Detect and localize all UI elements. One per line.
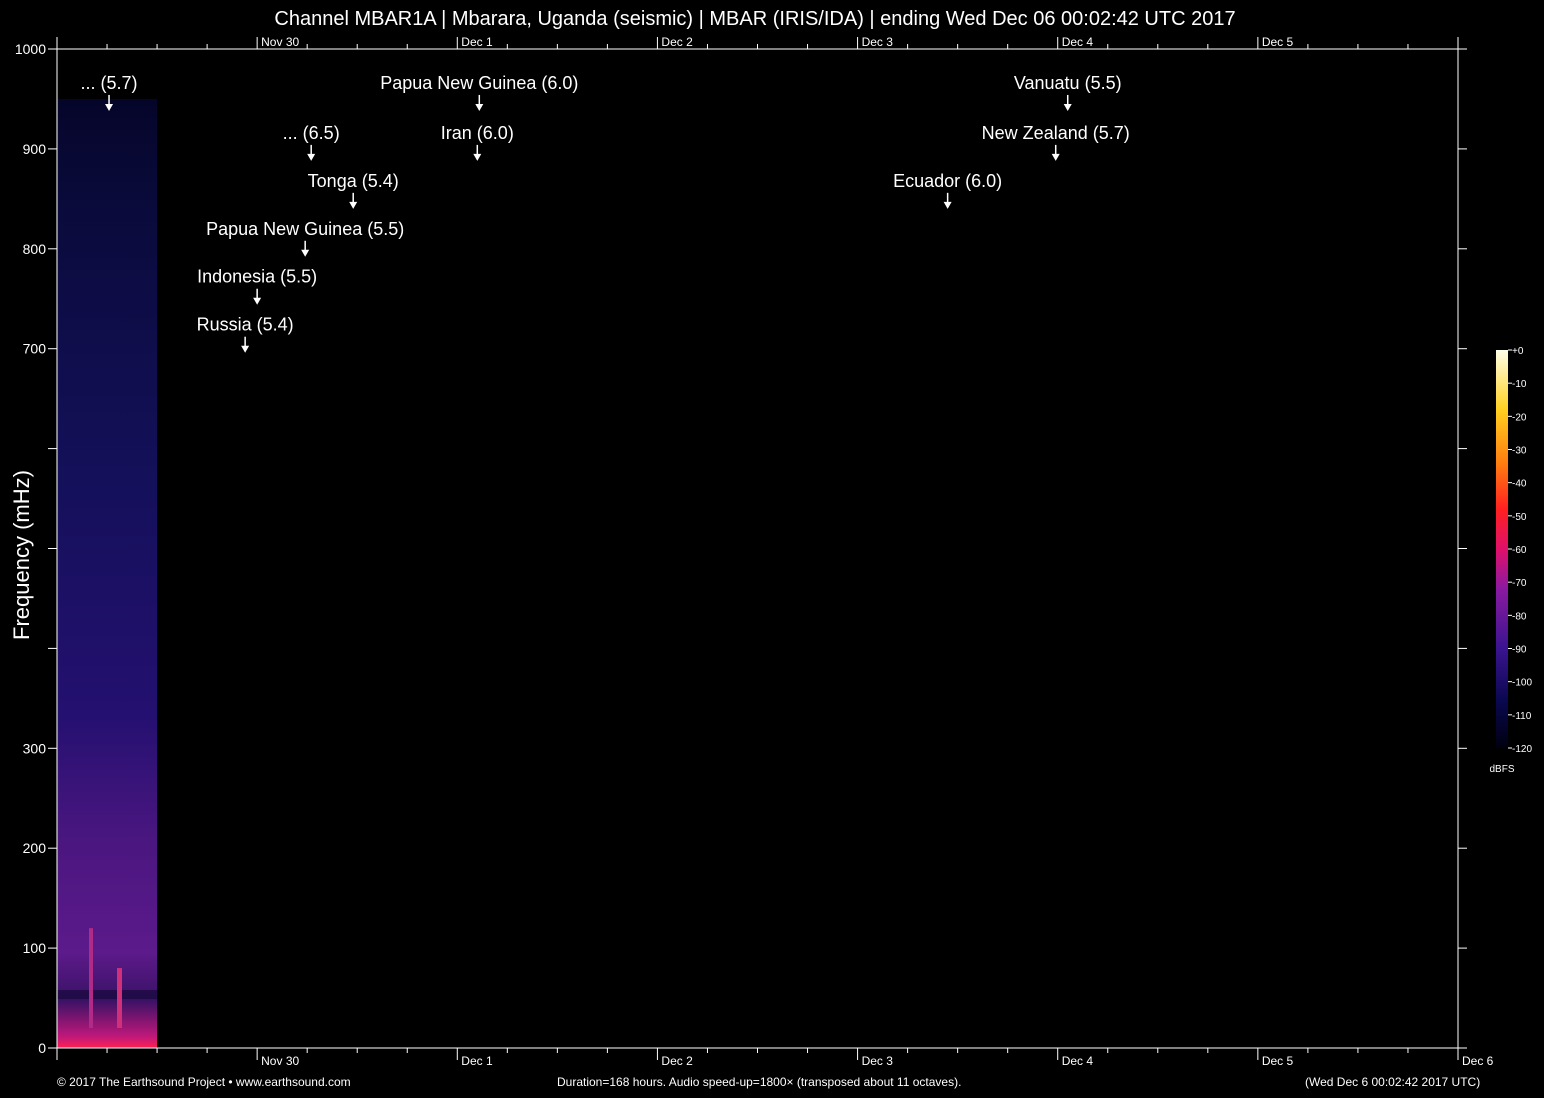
event-label: Iran (6.0) bbox=[441, 123, 514, 143]
colorbar bbox=[1496, 350, 1508, 748]
y-tick-label: 200 bbox=[23, 840, 47, 856]
x-tick-label: Dec 6 bbox=[1462, 1054, 1494, 1068]
event-label: Tonga (5.4) bbox=[308, 171, 399, 191]
x-tick-label: Nov 30 bbox=[261, 1054, 299, 1068]
event-arrowhead-icon bbox=[473, 153, 482, 161]
event-arrowhead-icon bbox=[307, 153, 316, 161]
event-label: New Zealand (5.7) bbox=[982, 123, 1130, 143]
spectrogram-streak bbox=[89, 928, 93, 1029]
x-tick-label-top: Nov 30 bbox=[261, 35, 299, 49]
colorbar-label: dBFS bbox=[1489, 764, 1514, 775]
event-label: Vanuatu (5.5) bbox=[1014, 73, 1122, 93]
x-tick-label: Dec 3 bbox=[862, 1054, 894, 1068]
copyright-text: © 2017 The Earthsound Project • www.eart… bbox=[57, 1075, 351, 1089]
colorbar-tick-label: -80 bbox=[1512, 611, 1527, 622]
colorbar-tick-label: -20 bbox=[1512, 412, 1527, 423]
x-tick-label-top: Dec 4 bbox=[1062, 35, 1094, 49]
x-tick-label-top: Dec 2 bbox=[661, 35, 693, 49]
y-tick-label: 1000 bbox=[15, 41, 46, 57]
colorbar-tick-label: -10 bbox=[1512, 379, 1527, 390]
duration-text: Duration=168 hours. Audio speed-up=1800×… bbox=[557, 1075, 962, 1089]
event-label: Indonesia (5.5) bbox=[197, 267, 317, 287]
chart-title: Channel MBAR1A | Mbarara, Uganda (seismi… bbox=[274, 8, 1236, 30]
x-tick-label-top: Dec 1 bbox=[461, 35, 493, 49]
x-tick-label: Dec 1 bbox=[461, 1054, 493, 1068]
x-tick-label-top: Dec 5 bbox=[1262, 35, 1294, 49]
event-arrowhead-icon bbox=[475, 103, 484, 111]
x-tick-label: Dec 2 bbox=[661, 1054, 693, 1068]
colorbar-tick-label: -90 bbox=[1512, 645, 1527, 656]
colorbar-tick-label: -60 bbox=[1512, 545, 1527, 556]
colorbar-tick-label: -30 bbox=[1512, 446, 1527, 457]
event-label: Papua New Guinea (5.5) bbox=[206, 219, 404, 239]
x-tick-label-top: Dec 3 bbox=[862, 35, 894, 49]
colorbar-tick-label: -100 bbox=[1512, 678, 1532, 689]
colorbar-tick-label: +0 bbox=[1512, 346, 1524, 357]
colorbar-tick-label: -110 bbox=[1512, 711, 1532, 722]
spectrogram-data bbox=[57, 98, 158, 1048]
event-label: ... (5.7) bbox=[81, 73, 138, 93]
spectrogram-streak bbox=[117, 968, 122, 1029]
timestamp-text: (Wed Dec 6 00:02:42 2017 UTC) bbox=[1305, 1075, 1481, 1089]
y-tick-label: 700 bbox=[23, 341, 47, 357]
event-arrowhead-icon bbox=[105, 103, 114, 111]
spectrogram-band bbox=[57, 990, 158, 1000]
event-arrowhead-icon bbox=[301, 249, 310, 257]
event-arrowhead-icon bbox=[349, 201, 358, 209]
y-tick-label: 100 bbox=[23, 940, 47, 956]
event-arrowhead-icon bbox=[253, 297, 262, 305]
event-arrowhead-icon bbox=[1051, 153, 1060, 161]
colorbar-tick-label: -120 bbox=[1512, 744, 1532, 755]
colorbar-tick-label: -50 bbox=[1512, 512, 1527, 523]
event-arrowhead-icon bbox=[1063, 103, 1072, 111]
colorbar-tick-label: -70 bbox=[1512, 578, 1527, 589]
y-tick-label: 0 bbox=[38, 1040, 46, 1056]
event-arrowhead-icon bbox=[241, 345, 250, 353]
x-tick-label: Dec 5 bbox=[1262, 1054, 1294, 1068]
event-label: Russia (5.4) bbox=[197, 315, 294, 335]
y-tick-label: 300 bbox=[23, 740, 47, 756]
event-label: Papua New Guinea (6.0) bbox=[380, 73, 578, 93]
y-tick-label: 800 bbox=[23, 241, 47, 257]
event-label: ... (6.5) bbox=[283, 123, 340, 143]
x-tick-label: Dec 4 bbox=[1062, 1054, 1094, 1068]
event-arrowhead-icon bbox=[943, 201, 952, 209]
colorbar-tick-label: -40 bbox=[1512, 479, 1527, 490]
event-label: Ecuador (6.0) bbox=[893, 171, 1002, 191]
y-tick-label: 900 bbox=[23, 141, 47, 157]
